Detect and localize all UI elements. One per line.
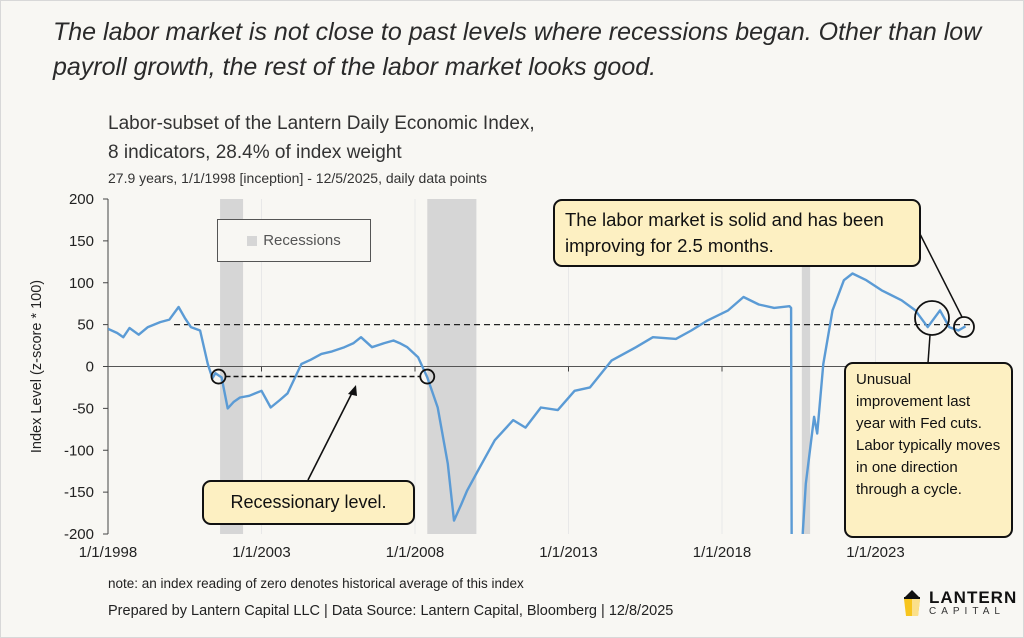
- callout-solid: The labor market is solid and has been i…: [553, 199, 921, 267]
- logo: LANTERN CAPITAL: [901, 589, 1017, 618]
- highlight-circle: [419, 368, 436, 385]
- arrow-head: [348, 385, 357, 396]
- y-tick-label: -200: [64, 526, 94, 543]
- legend: Recessions: [217, 219, 371, 262]
- y-axis-label: Index Level (z-score * 100): [29, 280, 45, 453]
- y-tick-label: 0: [86, 359, 94, 376]
- highlight-circle: [953, 316, 975, 338]
- x-tick-label: 1/1/1998: [79, 544, 137, 561]
- callout-unusual: Unusual improvement last year with Fed c…: [844, 362, 1013, 538]
- y-tick-label: -50: [72, 400, 94, 417]
- logo-line1: LANTERN: [929, 588, 1018, 607]
- leader-line: [919, 233, 963, 318]
- y-tick-label: -150: [64, 484, 94, 501]
- x-tick-label: 1/1/2013: [539, 544, 597, 561]
- chart-subtitle: 27.9 years, 1/1/1998 [inception] - 12/5/…: [108, 170, 488, 186]
- headline: The labor market is not close to past le…: [53, 18, 982, 81]
- series-line: [108, 272, 967, 534]
- y-tick-label: -100: [64, 442, 94, 459]
- chart-title-line1: Labor-subset of the Lantern Daily Econom…: [108, 113, 535, 134]
- x-tick-label: 1/1/2003: [232, 544, 290, 561]
- x-tick-label: 1/1/2023: [846, 544, 904, 561]
- legend-label: Recessions: [263, 232, 341, 249]
- x-tick-label: 1/1/2018: [693, 544, 751, 561]
- highlight-circle: [210, 368, 227, 385]
- y-tick-label: 150: [69, 233, 94, 250]
- source-footer: Prepared by Lantern Capital LLC | Data S…: [108, 603, 674, 619]
- chart-title-line2: 8 indicators, 28.4% of index weight: [108, 142, 402, 163]
- legend-swatch-recessions: [247, 235, 258, 246]
- arrow-line: [307, 390, 354, 481]
- callout-recessionary: Recessionary level.: [202, 480, 415, 525]
- y-tick-label: 50: [77, 317, 94, 334]
- y-tick-label: 100: [69, 275, 94, 292]
- note: note: an index reading of zero denotes h…: [108, 576, 524, 591]
- highlight-circle: [914, 300, 950, 336]
- y-tick-label: 200: [69, 191, 94, 208]
- leader-line: [927, 334, 931, 364]
- logo-line2: CAPITAL: [929, 606, 1005, 617]
- lantern-icon: [904, 589, 920, 616]
- x-tick-label: 1/1/2008: [386, 544, 444, 561]
